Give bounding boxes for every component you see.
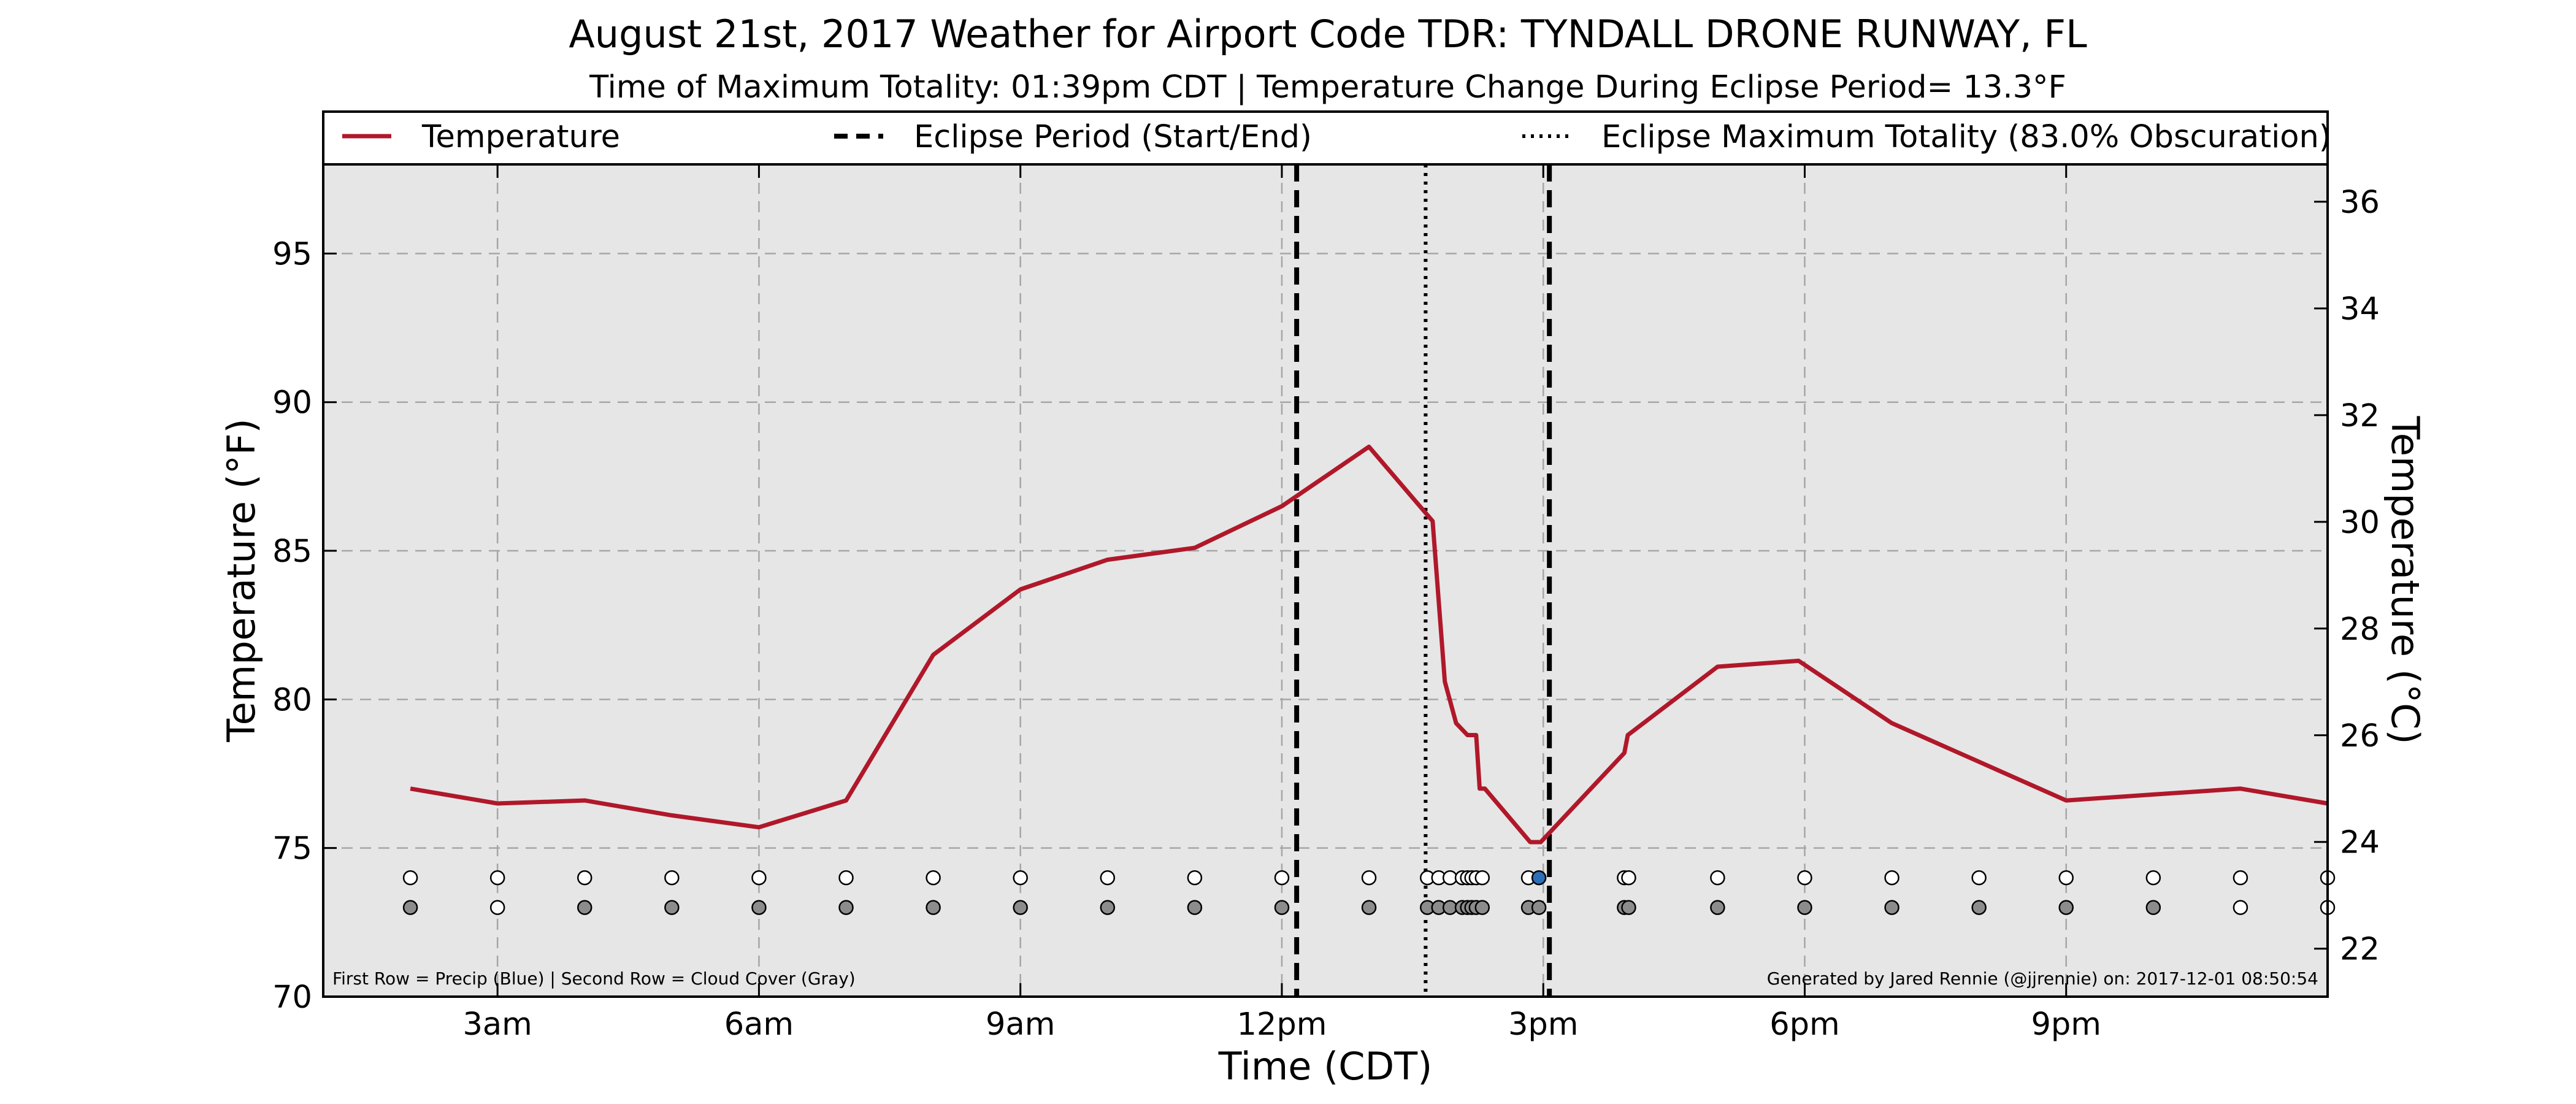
y-tick-label-right: 30	[2340, 505, 2380, 541]
cloud-marker	[489, 900, 505, 915]
precip-marker	[1274, 870, 1290, 886]
cloud-marker	[1100, 900, 1116, 915]
cloud-marker	[1274, 900, 1290, 915]
x-tick-label: 6pm	[1769, 1006, 1840, 1043]
plot-area	[323, 164, 2328, 997]
cloud-marker	[2233, 900, 2248, 915]
legend-label-eclipse-max: Eclipse Maximum Totality (83.0% Obscurat…	[1601, 119, 2331, 155]
y-tick-label-right: 32	[2340, 398, 2380, 434]
temperature-series	[410, 444, 2328, 845]
precip-marker	[1474, 870, 1490, 886]
y-tick-label-right: 24	[2340, 825, 2380, 861]
y-tick-label-right: 22	[2340, 932, 2380, 968]
y-tick-label-left: 85	[272, 534, 312, 570]
precip-marker	[1361, 870, 1377, 886]
cloud-marker	[1797, 900, 1812, 915]
x-tick-label: 3am	[462, 1006, 532, 1043]
eclipse-lines	[1294, 164, 1552, 997]
y-tick-label-left: 70	[272, 979, 312, 1016]
precip-marker	[1187, 870, 1203, 886]
precip-marker	[664, 870, 680, 886]
chart-subtitle: Time of Maximum Totality: 01:39pm CDT | …	[589, 69, 2066, 105]
precip-marker	[838, 870, 854, 886]
ticks-layer: 3am 6am 9am 12pm 3pm 6pm 9pm 70 75 80 85 90 95 22 24 26…	[272, 164, 2380, 1043]
cloud-marker	[926, 900, 941, 915]
legend-box	[322, 110, 2329, 166]
cloud-marker	[1621, 900, 1636, 915]
cloud-marker	[1013, 900, 1028, 915]
x-axis-label: Time (CDT)	[1218, 1044, 1433, 1089]
precip-marker	[1100, 870, 1116, 886]
cloud-marker	[2145, 900, 2161, 915]
y-axis-label-left: Temperature (°F)	[219, 418, 264, 742]
cloud-marker	[1971, 900, 1987, 915]
x-tick-label: 6am	[724, 1006, 794, 1043]
legend: Temperature Eclipse Period (Start/End) E…	[322, 110, 2331, 166]
y-tick-label-right: 26	[2340, 718, 2380, 754]
cloud-marker	[838, 900, 854, 915]
cloud-marker	[664, 900, 680, 915]
precip-marker	[1971, 870, 1987, 886]
precip-marker	[2145, 870, 2161, 886]
y-axis-label-right: Temperature (°C)	[2383, 415, 2428, 744]
grid-layer	[323, 164, 2328, 997]
cloud-marker	[1187, 900, 1203, 915]
cloud-marker	[1531, 900, 1547, 915]
cloud-marker	[1710, 900, 1725, 915]
cloud-marker	[2058, 900, 2074, 915]
x-tick-label: 9pm	[2031, 1006, 2101, 1043]
temperature-line	[410, 444, 2328, 845]
cloud-marker	[1474, 900, 1490, 915]
precip-marker	[402, 870, 418, 886]
y-tick-label-left: 80	[272, 682, 312, 718]
precip-marker	[577, 870, 592, 886]
cloud-marker	[402, 900, 418, 915]
precip-marker	[926, 870, 941, 886]
x-tick-label: 12pm	[1236, 1006, 1327, 1043]
precip-marker	[1884, 870, 1899, 886]
x-tick-label: 3pm	[1508, 1006, 1579, 1043]
precip-marker	[1013, 870, 1028, 886]
legend-label-eclipse-period: Eclipse Period (Start/End)	[914, 119, 1312, 155]
precip-marker	[751, 870, 767, 886]
y-tick-label-left: 95	[272, 236, 312, 272]
cloud-marker	[1884, 900, 1899, 915]
precip-marker	[2058, 870, 2074, 886]
y-tick-label-right: 34	[2340, 291, 2380, 328]
footnote-right: Generated by Jared Rennie (@jjrennie) on…	[1767, 968, 2318, 989]
precip-marker	[489, 870, 505, 886]
cloud-marker	[577, 900, 592, 915]
y-tick-label-right: 36	[2340, 185, 2380, 221]
y-tick-label-left: 90	[272, 385, 312, 421]
x-tick-label: 9am	[986, 1006, 1055, 1043]
cloud-marker	[1361, 900, 1377, 915]
footnote-left: First Row = Precip (Blue) | Second Row =…	[332, 968, 856, 989]
precip-marker	[2233, 870, 2248, 886]
precip-marker	[1710, 870, 1725, 886]
legend-label-temperature: Temperature	[421, 119, 620, 155]
precip-marker	[1531, 870, 1547, 886]
y-tick-label-left: 75	[272, 831, 312, 867]
precip-marker	[1797, 870, 1812, 886]
y-tick-label-right: 28	[2340, 611, 2380, 648]
cloud-marker	[751, 900, 767, 915]
precip-marker	[1621, 870, 1636, 886]
chart-title: August 21st, 2017 Weather for Airport Co…	[569, 12, 2087, 56]
